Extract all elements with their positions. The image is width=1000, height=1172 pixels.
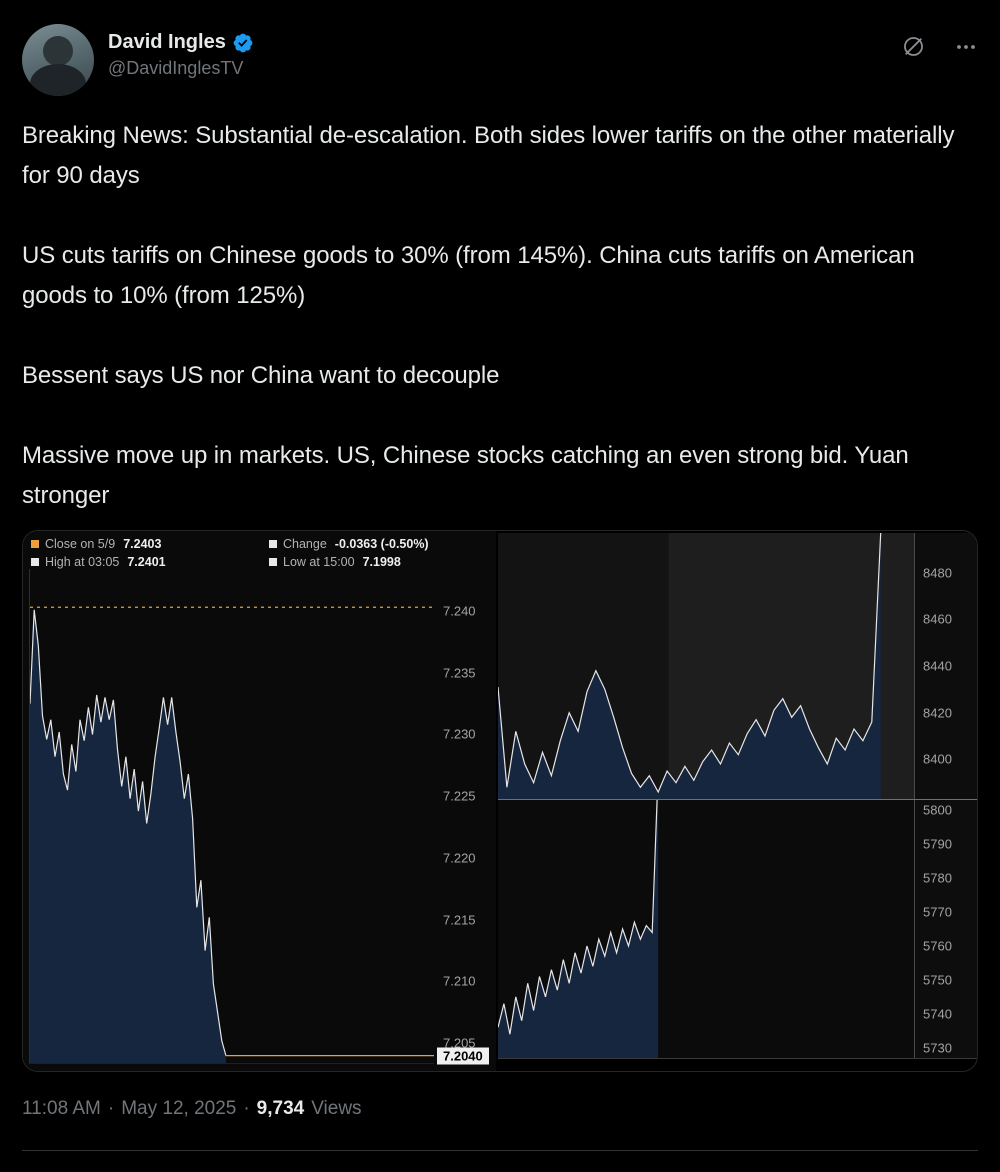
hsi-futures-chart xyxy=(498,533,914,799)
legend-item-low: Low at 15:00 7.1998 xyxy=(269,555,429,569)
verified-badge-icon xyxy=(232,32,254,54)
axis-tick-label: 8480 xyxy=(923,565,952,581)
more-icon[interactable] xyxy=(954,35,978,59)
last-price-badge: 7.2040 xyxy=(437,1047,489,1065)
axis-tick-label: 8440 xyxy=(923,658,952,674)
axis-tick-label: 7.235 xyxy=(443,665,476,681)
axis-tick-label: 5730 xyxy=(923,1040,952,1056)
legend-swatch-orange xyxy=(31,540,39,548)
legend-swatch-white xyxy=(31,558,39,566)
chart-legend: Close on 5/9 7.2403 Change -0.0363 (-0.5… xyxy=(31,537,429,569)
axis-tick-label: 8400 xyxy=(923,751,952,767)
legend-label: Change xyxy=(283,537,327,551)
display-name[interactable]: David Ingles xyxy=(108,30,226,53)
author-block: David Ingles @DavidInglesTV xyxy=(108,24,254,79)
avatar[interactable] xyxy=(22,24,94,96)
axis-tick-label: 7.220 xyxy=(443,850,476,866)
header-actions xyxy=(901,34,978,59)
legend-label: Low at 15:00 xyxy=(283,555,355,569)
tweet-paragraph: Breaking News: Substantial de-escalation… xyxy=(22,122,955,189)
tweet-paragraph: US cuts tariffs on Chinese goods to 30% … xyxy=(22,242,915,309)
divider xyxy=(22,1150,978,1151)
views-count: 9,734 xyxy=(256,1098,305,1119)
axis-tick-label: 8460 xyxy=(923,611,952,627)
legend-item-close: Close on 5/9 7.2403 xyxy=(31,537,269,551)
axis-tick-label: 5760 xyxy=(923,938,952,954)
timestamp: 11:08 AM xyxy=(22,1098,101,1119)
axis-tick-label: 5740 xyxy=(923,1006,952,1022)
legend-value: 7.1998 xyxy=(362,555,401,569)
tweet-paragraph: Massive move up in markets. US, Chinese … xyxy=(22,442,909,509)
axis-tick-label: 7.215 xyxy=(443,912,476,928)
spx-futures-chart xyxy=(498,800,659,1058)
legend-value: 7.2401 xyxy=(127,555,166,569)
dot-separator: · xyxy=(107,1098,115,1119)
tweet-header: David Ingles @DavidInglesTV xyxy=(22,24,978,96)
views-label: Views xyxy=(311,1098,362,1119)
axis-tick-label: 5800 xyxy=(923,802,952,818)
dot-separator: · xyxy=(243,1098,250,1119)
spx-futures-y-axis: 5800 5790 5780 5770 5760 5750 5740 5730 xyxy=(914,800,977,1058)
legend-value: 7.2403 xyxy=(123,537,162,551)
usdcnh-y-axis: 7.240 7.235 7.230 7.225 7.220 7.215 7.210 7.205… xyxy=(435,569,495,1065)
axis-tick-label: 7.205 xyxy=(443,1035,476,1051)
legend-label: Close on 5/9 xyxy=(45,537,116,551)
axis-tick-label: 7.210 xyxy=(443,973,476,989)
equity-futures-chart-pane-bottom: 5800 5790 5780 5770 5760 5750 5740 5730 xyxy=(498,800,977,1059)
tweet-paragraph: Bessent says US nor China want to decoup… xyxy=(22,362,500,389)
legend-swatch-white xyxy=(269,558,277,566)
axis-tick-label: 5770 xyxy=(923,904,952,920)
avatar-silhouette-body xyxy=(30,64,86,96)
hsi-futures-y-axis: 8480 8460 8440 8420 8400 xyxy=(914,533,977,799)
usdcnh-chart-pane: Close on 5/9 7.2403 Change -0.0363 (-0.5… xyxy=(23,531,496,1071)
legend-item-change: Change -0.0363 (-0.50%) xyxy=(269,537,429,551)
axis-tick-label: 7.230 xyxy=(443,726,476,742)
axis-tick-label: 7.225 xyxy=(443,788,476,804)
axis-tick-label: 8420 xyxy=(923,705,952,721)
axis-tick-label: 5750 xyxy=(923,972,952,988)
avatar-silhouette xyxy=(43,36,73,66)
legend-swatch-white xyxy=(269,540,277,548)
equity-futures-chart-pane-top: 8480 8460 8440 8420 8400 xyxy=(498,533,977,800)
usdcnh-price-chart xyxy=(29,569,434,1064)
axis-tick-label: 5790 xyxy=(923,836,952,852)
tweet-text: Breaking News: Substantial de-escalation… xyxy=(22,116,978,516)
tweet-footer: 11:08 AM · May 12, 2025 · 9,734 Views xyxy=(22,1098,978,1120)
tweet-media-image[interactable]: Close on 5/9 7.2403 Change -0.0363 (-0.5… xyxy=(22,530,978,1072)
user-handle[interactable]: @DavidInglesTV xyxy=(108,58,244,78)
legend-value: -0.0363 (-0.50%) xyxy=(334,537,429,551)
legend-label: High at 03:05 xyxy=(45,555,120,569)
grok-icon[interactable] xyxy=(901,34,926,59)
axis-tick-label: 5780 xyxy=(923,870,952,886)
axis-tick-label: 7.240 xyxy=(443,603,476,619)
legend-item-high: High at 03:05 7.2401 xyxy=(31,555,269,569)
date: May 12, 2025 xyxy=(121,1098,237,1119)
